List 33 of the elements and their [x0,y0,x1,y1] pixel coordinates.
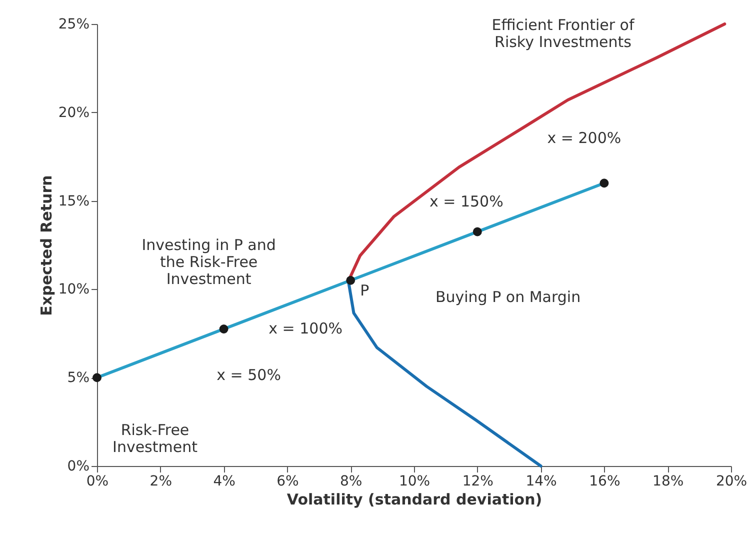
annotation: Investing in P and the Risk-Free Investment [142,236,276,288]
y-tick-label: 0% [67,458,90,474]
point [472,227,482,236]
point [219,324,228,334]
annotation: x = 200% [547,129,622,148]
x-tick-label: 20% [716,474,748,490]
annotation: Efficient Frontier of Risky Investments [492,16,635,51]
x-tick-label: 10% [398,474,430,490]
annotation: x = 50% [216,366,281,384]
annotation: x = 100% [268,319,343,338]
x-tick-label: 16% [589,474,620,490]
y-tick-label: 15% [58,193,90,210]
point [92,373,102,382]
x-tick-label: 8% [340,474,362,490]
x-axis-title: Volatility (standard deviation) [286,490,542,508]
point [346,276,356,285]
y-axis-title: Expected Return [37,175,56,316]
y-tick-label: 25% [58,16,90,32]
x-tick-label: 0% [86,474,109,490]
point [600,178,609,188]
y-tick-label: 10% [58,282,90,298]
x-tick-label: 12% [462,474,494,490]
x-tick-label: 6% [276,474,299,490]
x-tick-label: 4% [213,474,236,490]
annotation: Buying P on Margin [435,288,581,306]
annotation: x = 150% [429,192,504,211]
x-tick-label: 18% [652,474,684,490]
annotation: Risk-Free Investment [112,421,198,456]
y-tick-label: 5% [67,370,90,386]
x-tick-label: 14% [526,474,557,490]
x-tick-label: 2% [150,474,172,490]
y-tick-label: 20% [58,104,90,121]
annotation: P [360,281,370,300]
